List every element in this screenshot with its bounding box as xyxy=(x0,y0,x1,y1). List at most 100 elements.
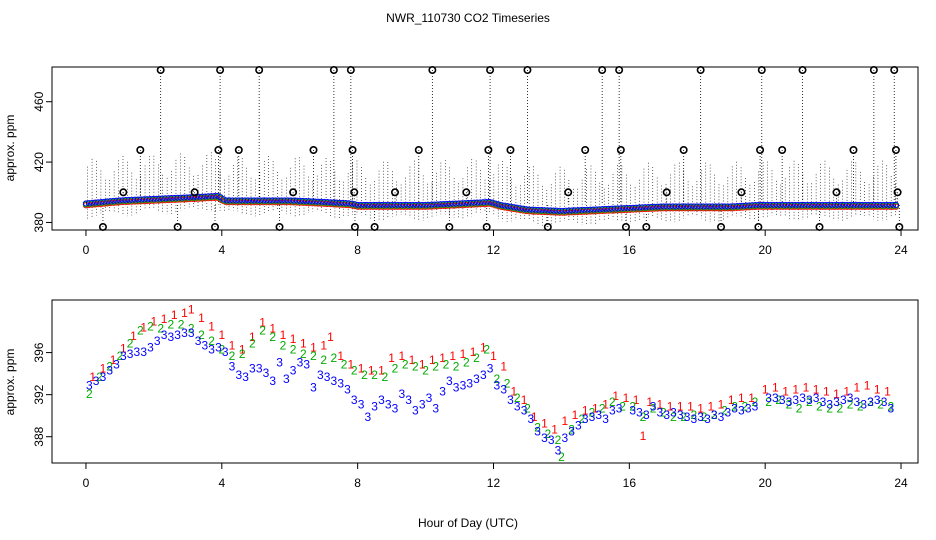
top-timeseries-point xyxy=(180,194,187,201)
bottom-y-axis-label: approx. ppm xyxy=(3,349,17,416)
top-timeseries-point xyxy=(257,197,264,204)
bottom-series-3-point: 3 xyxy=(561,431,568,445)
top-timeseries-point xyxy=(703,203,710,210)
bottom-series-1-point: 1 xyxy=(110,353,117,367)
top-timeseries-point xyxy=(409,201,417,209)
top-timeseries-point xyxy=(388,201,395,209)
bottom-series-3-point: 3 xyxy=(609,404,616,418)
top-flagged-point xyxy=(717,222,726,231)
bottom-series-1-point: 1 xyxy=(572,408,579,422)
bottom-series-3-point: 3 xyxy=(419,397,426,411)
bottom-series-2-point: 2 xyxy=(599,402,606,416)
bottom-series-3-point: 3 xyxy=(650,399,657,413)
bottom-series-3-point: 3 xyxy=(616,402,623,416)
bottom-series-1-point: 1 xyxy=(803,381,810,395)
top-timeseries-point xyxy=(782,201,789,209)
top-timeseries-point xyxy=(452,200,459,207)
bottom-x-tick-label: 20 xyxy=(758,476,772,490)
bottom-series-3-point: 3 xyxy=(195,334,202,348)
top-timeseries-point xyxy=(446,200,453,207)
top-timeseries-point xyxy=(367,201,374,209)
bottom-series-3-point: 3 xyxy=(229,359,236,373)
top-timeseries-point xyxy=(159,195,166,202)
top-timeseries-point xyxy=(810,201,817,209)
bottom-series-1-point: 1 xyxy=(748,391,755,405)
bottom-y-axis: 388 392 396 xyxy=(32,342,52,447)
top-timeseries-point xyxy=(232,197,239,204)
bottom-series-3-point: 3 xyxy=(636,406,643,420)
bottom-series-2-point: 2 xyxy=(786,397,793,411)
bottom-series-1-point: 1 xyxy=(378,364,385,378)
top-timeseries-point xyxy=(278,197,285,204)
bottom-series-3-point: 3 xyxy=(500,383,507,397)
top-timeseries-point xyxy=(165,195,172,202)
top-timeseries-point xyxy=(859,201,866,209)
bottom-series-3-point: 3 xyxy=(439,385,446,399)
bottom-series-2-point: 2 xyxy=(544,427,551,441)
bottom-plot-frame xyxy=(51,299,919,464)
top-timeseries-point xyxy=(688,203,695,210)
bottom-x-axis: 0 4 8 12 16 20 24 xyxy=(83,463,908,490)
top-flagged-point xyxy=(798,66,807,75)
bottom-series-3-point: 3 xyxy=(786,395,793,409)
top-flagged-point xyxy=(543,222,552,231)
bottom-series-1-point: 1 xyxy=(843,385,850,399)
top-timeseries-point xyxy=(639,204,646,211)
bottom-x-tick-label: 4 xyxy=(218,476,225,490)
top-panel: 0 4 8 12 16 20 24 380 420 460 approx. ppm xyxy=(3,66,919,257)
top-timeseries-point xyxy=(431,201,438,208)
top-timeseries-point xyxy=(733,203,741,210)
bottom-series-3-point: 3 xyxy=(514,399,521,413)
bottom-series-2-point: 2 xyxy=(752,395,759,409)
top-timeseries-point xyxy=(174,194,181,201)
top-timeseries-point xyxy=(608,205,615,212)
bottom-series-3-point: 3 xyxy=(120,349,127,363)
top-timeseries-point xyxy=(238,197,245,204)
bottom-series-3-point: 3 xyxy=(426,391,433,405)
bottom-series-1-point: 1 xyxy=(592,402,599,416)
top-timeseries-point xyxy=(749,202,756,209)
top-flagged-point xyxy=(756,146,765,155)
top-timeseries-point xyxy=(357,201,365,209)
top-x-tick-label: 16 xyxy=(623,243,637,257)
bottom-series-2-point: 2 xyxy=(106,359,113,373)
bottom-series-1-point: 1 xyxy=(239,343,246,357)
top-timeseries-point xyxy=(428,201,435,208)
top-timeseries-point xyxy=(113,197,120,204)
top-timeseries-point xyxy=(865,201,872,209)
top-y-axis: 380 420 460 xyxy=(32,91,52,232)
bottom-series-1-point: 1 xyxy=(181,306,188,320)
bottom-series-1-point: 1 xyxy=(823,385,830,399)
top-timeseries-point xyxy=(272,197,279,204)
top-timeseries-point xyxy=(364,201,371,209)
bottom-series-2-point: 2 xyxy=(412,359,419,373)
bottom-series-1-point: 1 xyxy=(429,353,436,367)
bottom-series-1-point: 1 xyxy=(460,347,467,361)
top-timeseries-point xyxy=(88,199,96,206)
bottom-series-3-point: 3 xyxy=(242,370,249,384)
top-timeseries-point xyxy=(535,206,542,214)
bottom-series-2-point: 2 xyxy=(847,397,854,411)
top-timeseries-point xyxy=(394,201,401,209)
bottom-series-2-point: 2 xyxy=(188,322,195,336)
bottom-series-3-point: 3 xyxy=(188,326,195,340)
bottom-series-1-point: 1 xyxy=(218,328,225,342)
bottom-series-2-point: 2 xyxy=(381,370,388,384)
top-flagged-point xyxy=(309,146,318,155)
bottom-x-tick-label: 8 xyxy=(354,476,361,490)
top-timeseries-point xyxy=(822,201,829,209)
top-timeseries-point xyxy=(309,198,316,205)
bottom-series-1-point: 1 xyxy=(151,314,158,328)
bottom-series-3-point: 3 xyxy=(215,341,222,355)
top-timeseries-point xyxy=(712,203,719,210)
bottom-series-3-point: 3 xyxy=(412,404,419,418)
top-flagged-point xyxy=(414,146,423,155)
bottom-series-2-point: 2 xyxy=(127,336,134,350)
bottom-series-1-point: 1 xyxy=(100,362,107,376)
bottom-series-2-point: 2 xyxy=(483,343,490,357)
bottom-series-2-point: 2 xyxy=(504,376,511,390)
top-flagged-point xyxy=(370,222,379,231)
top-timeseries-point xyxy=(299,197,307,205)
top-flagged-point xyxy=(156,66,165,75)
